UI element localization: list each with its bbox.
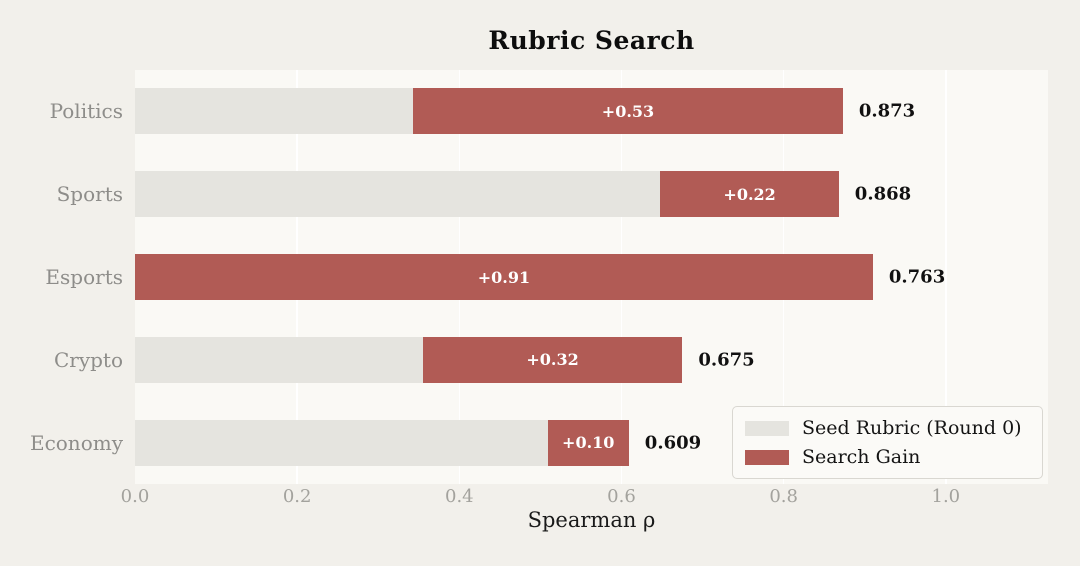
gain-value-label: +0.10 — [562, 433, 615, 453]
x-axis: 0.0 0.2 0.4 0.6 0.8 1.0 — [121, 486, 1048, 508]
category-label-crypto: Crypto — [53, 347, 123, 372]
chart-title: Rubric Search — [488, 26, 695, 55]
seed-rubric-swatch — [745, 420, 789, 436]
category-label-politics: Politics — [49, 99, 123, 124]
gain-bar-crypto: +0.32 — [422, 336, 683, 383]
gain-bar-sports: +0.22 — [660, 171, 839, 218]
bar-row-esports: Esports +0.91 0.763 — [45, 254, 1048, 300]
x-tick-0.6: 0.6 — [607, 486, 636, 507]
legend-entry-gain: Search Gain — [745, 446, 1030, 468]
gain-bar-esports: +0.91 — [135, 254, 873, 300]
x-tick-0.2: 0.2 — [282, 486, 312, 507]
seed-bar-crypto — [135, 336, 423, 383]
total-value-label: 0.873 — [858, 100, 916, 122]
gain-bar-economy: +0.10 — [547, 419, 629, 466]
total-value-label: 0.609 — [644, 432, 702, 454]
x-tick-0.0: 0.0 — [120, 486, 150, 507]
bar-row-politics: Politics +0.53 0.873 — [50, 88, 1048, 135]
legend-entry-seed: Seed Rubric (Round 0) — [745, 417, 1030, 439]
seed-bar-economy — [135, 419, 548, 466]
seed-bar-politics — [135, 88, 414, 135]
x-tick-0.8: 0.8 — [769, 486, 798, 507]
gain-value-label: +0.32 — [526, 350, 579, 370]
category-label-sports: Sports — [56, 182, 123, 207]
gain-value-label: +0.53 — [601, 101, 655, 121]
gain-value-label: +0.91 — [477, 267, 531, 287]
search-gain-swatch — [745, 449, 789, 465]
category-label-esports: Esports — [45, 265, 123, 289]
bar-row-sports: Sports +0.22 0.868 — [57, 171, 1048, 218]
bar-row-crypto: Crypto +0.32 0.675 — [54, 336, 1048, 383]
bar-row-economy: Economy +0.10 0.609 — [30, 419, 1048, 466]
total-value-label: 0.868 — [854, 183, 912, 205]
gain-value-label: +0.22 — [723, 184, 776, 204]
x-axis-label: Spearman ρ — [527, 508, 656, 532]
category-label-economy: Economy — [29, 430, 123, 455]
total-value-label: 0.763 — [888, 266, 946, 288]
x-tick-1.0: 1.0 — [931, 486, 961, 507]
legend: Seed Rubric (Round 0) Search Gain — [732, 406, 1043, 479]
gridline-1.0 — [945, 70, 947, 484]
legend-label-seed: Seed Rubric (Round 0) — [802, 417, 1022, 439]
total-value-label: 0.675 — [698, 349, 755, 371]
seed-bar-sports — [135, 171, 661, 218]
legend-label-gain: Search Gain — [802, 446, 921, 468]
x-tick-0.4: 0.4 — [445, 486, 474, 507]
plot-area: Politics +0.53 0.873 Sports +0.22 0.868 Esport… — [30, 70, 1048, 484]
gain-bar-politics: +0.53 — [413, 88, 843, 135]
